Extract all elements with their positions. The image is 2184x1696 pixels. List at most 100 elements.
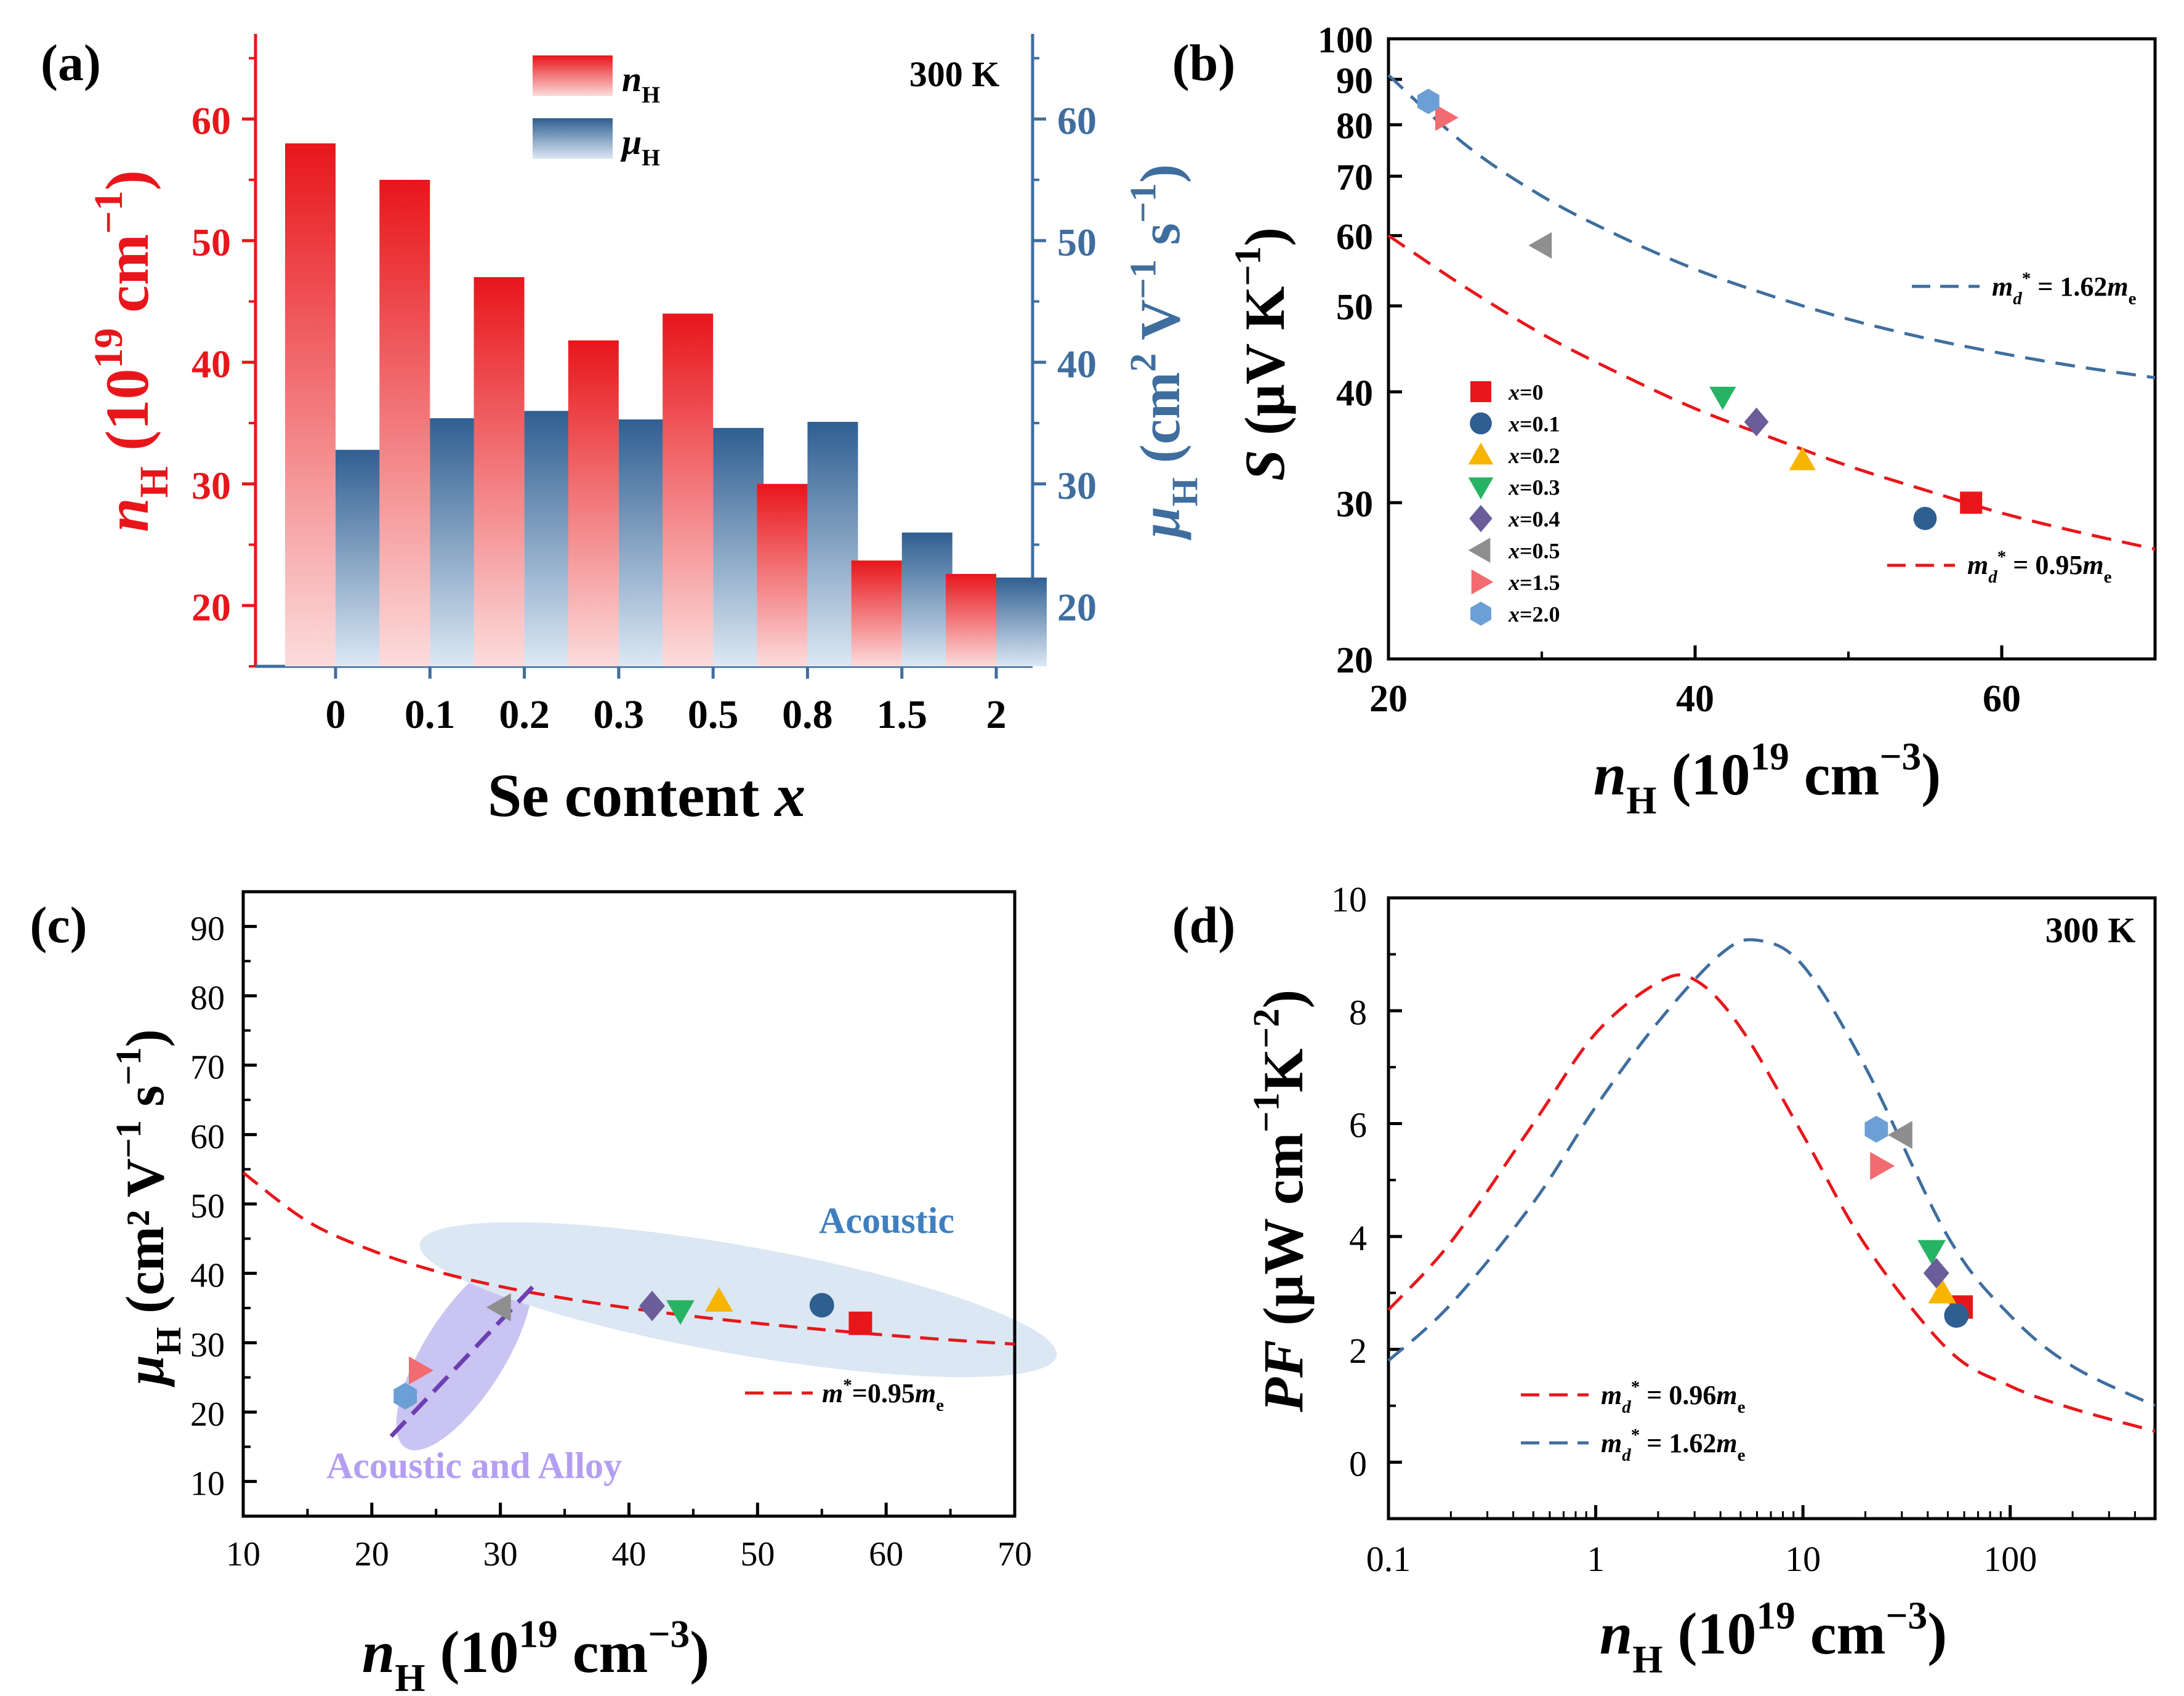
y-axis-label-c-part: −1 [108, 1047, 148, 1085]
y-tick-label: 60 [190, 1118, 225, 1156]
y-tick-label: 10 [190, 1465, 225, 1503]
legend-label-d-part: m [1716, 1380, 1737, 1410]
y-axis-label-c: μH (cm² V−1 s−1) [108, 1029, 188, 1387]
y-axis-label-b-part: −1 [1227, 246, 1268, 286]
curve-label-1.62-part: e [2129, 289, 2137, 309]
y-axis-label-right-a-part: (cm [1129, 372, 1191, 477]
right-tick-label: 50 [1057, 220, 1097, 264]
y-tick-label: 90 [1336, 60, 1373, 101]
legend-label-x=1.5: x=1.5 [1508, 570, 1560, 595]
x-axis-label-a-part: x [773, 761, 805, 830]
y-axis-label-left-a-part: −1 [86, 190, 131, 234]
legend-label-n-H: nH [622, 59, 660, 108]
y-tick-label: 10 [1331, 879, 1367, 919]
curve-label-1.62-part: d [2013, 289, 2022, 309]
x-axis-label-d-part: n [1600, 1601, 1632, 1666]
legend-label-x=2.0: x=2.0 [1508, 602, 1560, 627]
data-point-x=0.4 [1744, 407, 1769, 437]
legend-marker-x=0 [1470, 381, 1491, 402]
curve-label-c-part: m [915, 1378, 936, 1408]
legend-label-x=0.1-part: x [1508, 412, 1520, 437]
x-tick-label: 0.5 [688, 692, 739, 737]
curve-label-0.95-part: e [2104, 567, 2112, 587]
bar-mu-H [430, 418, 481, 666]
y-tick-label: 0 [1349, 1444, 1367, 1484]
bar-mu-H [524, 411, 575, 666]
y-tick-label: 90 [190, 910, 225, 948]
fit-curve-d [1387, 938, 2156, 1407]
legend-label-x=0.5-part: x [1508, 539, 1520, 563]
x-axis-label-c-part: −3 [648, 1613, 690, 1656]
bar-n-H [473, 277, 525, 666]
annotation-acoustic-alloy: Acoustic and Alloy [326, 1445, 622, 1486]
y-tick-label: 30 [190, 1326, 225, 1364]
data-point-x=2.0 [393, 1383, 417, 1410]
legend-label-x=2.0-part: =2.0 [1520, 602, 1560, 627]
legend-swatch-mu-H [533, 118, 613, 159]
x-axis-label-b-part: H [1626, 779, 1656, 822]
x-tick-label: 40 [612, 1535, 647, 1573]
x-axis-label-b-part: cm [1789, 741, 1880, 807]
x-tick-label: 10 [1785, 1539, 1821, 1579]
bar-mu-H [713, 427, 764, 666]
y-axis-label-right-a-part: ) [1129, 164, 1191, 183]
legend-label-x=0: x=0 [1508, 380, 1544, 405]
legend-marker-x=1.5 [1471, 569, 1494, 595]
x-axis-label-d-part: ) [1927, 1601, 1947, 1666]
legend-label-x=0.1: x=0.1 [1508, 412, 1560, 437]
x-tick-label: 0.8 [782, 692, 833, 737]
y-axis-label-c-part: s [116, 1085, 175, 1120]
y-axis-label-right-a-part: −1 [1122, 183, 1164, 223]
bar-mu-H [618, 419, 669, 666]
y-axis-label-right-a-part: −1 [1122, 259, 1164, 299]
y-tick-label: 20 [1336, 640, 1373, 680]
x-axis-label-a-part: Se content [488, 761, 775, 830]
y-axis-label-d-part: −1 [1246, 1092, 1287, 1133]
y-axis-label-d-part: ) [1252, 990, 1315, 1009]
legend-label-x=0.3-part: x [1508, 475, 1520, 500]
legend-label-x=0.4-part: =0.4 [1520, 507, 1560, 531]
y-tick-label: 6 [1349, 1105, 1367, 1145]
legend-label-x=0.2: x=0.2 [1508, 443, 1560, 468]
data-point-x=1.5 [409, 1356, 433, 1385]
curve-label-0.95-part: d [1988, 567, 1997, 587]
legend-label-x=0.4-part: x [1508, 507, 1520, 531]
data-point-x=0.3 [1709, 386, 1736, 410]
y-axis-label-right-a-part: V [1129, 299, 1191, 353]
bar-n-H [568, 340, 619, 666]
legend-label-d: md* = 0.96me [1601, 1378, 1746, 1418]
y-axis-label-left-a: nH (1019 cm−1) [86, 170, 177, 532]
x-axis-label-c-part: ) [690, 1619, 709, 1685]
fit-curve-b [1387, 74, 2156, 379]
right-tick-label: 40 [1057, 342, 1097, 386]
legend-label-x=0.2-part: x [1508, 443, 1520, 468]
x-tick-label: 60 [1983, 678, 2021, 720]
legend-label-x=0.5: x=0.5 [1508, 539, 1560, 563]
y-axis-label-c-part: μ [116, 1355, 175, 1387]
y-axis-label-b-part: S [1233, 450, 1296, 481]
bar-n-H [757, 483, 808, 666]
x-axis-label-c-part: 19 [518, 1613, 557, 1656]
x-axis-label-d-part: −3 [1885, 1594, 1927, 1637]
panel-label-c: (c) [30, 897, 87, 954]
legend-label-x=0-part: x [1508, 380, 1520, 405]
legend-label-x=0.4: x=0.4 [1508, 507, 1560, 531]
legend-label-x=0.3-part: =0.3 [1520, 475, 1560, 500]
curve-label-0.95-part: m [1967, 550, 1988, 580]
plot-frame-d [1387, 896, 2157, 1520]
legend-marker-x=0.4 [1469, 504, 1493, 533]
x-axis-label-b-part: ) [1921, 741, 1941, 807]
right-tick-label: 20 [1057, 585, 1097, 629]
y-tick-label: 20 [190, 1395, 225, 1434]
y-axis-label-d-part: PF [1252, 1340, 1315, 1413]
x-axis-label-b-part: 19 [1750, 735, 1789, 778]
legend-label-d-part: m [1716, 1428, 1737, 1458]
fit-curve-b [1387, 234, 2156, 551]
left-tick-label: 30 [191, 464, 231, 507]
legend-marker-x=0.2 [1468, 442, 1494, 465]
y-tick-label: 40 [1336, 373, 1373, 413]
curve-label-1.62-part: m [1992, 272, 2013, 302]
x-axis-label-c-part: n [362, 1619, 395, 1685]
panel-label-b: (b) [1172, 34, 1236, 92]
